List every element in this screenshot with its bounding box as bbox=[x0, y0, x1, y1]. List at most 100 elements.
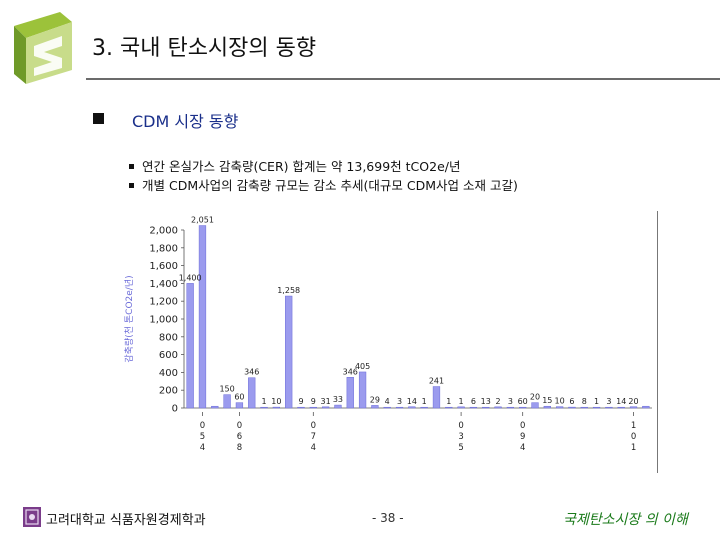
bar bbox=[371, 405, 379, 409]
data-label: 1 bbox=[594, 397, 599, 406]
bar bbox=[482, 406, 490, 409]
data-label: 20 bbox=[530, 393, 540, 402]
x-tick-label: 0 bbox=[237, 421, 242, 431]
data-label: 3 bbox=[606, 397, 611, 406]
x-tick-label: 4 bbox=[311, 443, 316, 453]
bar bbox=[408, 406, 416, 409]
bar bbox=[555, 406, 564, 409]
x-tick-label: 6 bbox=[237, 432, 242, 442]
y-tick-label: 1,400 bbox=[149, 279, 178, 290]
data-label: 15 bbox=[542, 396, 552, 405]
data-label: 1 bbox=[446, 397, 451, 406]
bar bbox=[346, 377, 354, 409]
x-tick-label: 0 bbox=[458, 421, 463, 431]
bullet-dot bbox=[129, 164, 134, 169]
data-label: 150 bbox=[219, 385, 234, 394]
bullet-item: 연간 온실가스 감축량(CER) 합계는 약 13,699천 tCO2e/년 bbox=[129, 156, 460, 175]
bar bbox=[272, 406, 281, 409]
data-label: 29 bbox=[370, 395, 380, 404]
data-label: 31 bbox=[321, 397, 331, 406]
bar bbox=[334, 404, 342, 409]
bar bbox=[506, 406, 515, 409]
x-tick-label: 0 bbox=[311, 421, 316, 431]
y-tick-label: 1,600 bbox=[149, 261, 178, 272]
bullet-text: 개별 CDM사업의 감축량 규모는 감소 추세(대규모 CDM사업 소재 고갈) bbox=[142, 178, 518, 193]
x-tick-label: 4 bbox=[200, 443, 205, 453]
data-label: 346 bbox=[244, 368, 259, 377]
bar bbox=[186, 283, 194, 409]
bar bbox=[395, 406, 404, 409]
data-label: 60 bbox=[234, 393, 244, 402]
bar bbox=[494, 406, 502, 409]
bullet-item: 개별 CDM사업의 감축량 규모는 감소 추세(대규모 CDM사업 소재 고갈) bbox=[129, 175, 518, 194]
data-label: 405 bbox=[355, 362, 370, 371]
data-label: 20 bbox=[628, 397, 638, 406]
data-label: 13 bbox=[481, 397, 491, 406]
y-tick-label: 2,000 bbox=[149, 226, 178, 237]
bar-chart: 감축량(천 톤CO2e/년) 02004006008001,0001,2001,… bbox=[123, 216, 652, 453]
bullet-dot bbox=[129, 183, 134, 188]
bar bbox=[223, 394, 231, 409]
x-tick-label: 4 bbox=[520, 443, 525, 453]
x-tick-label: 3 bbox=[458, 432, 463, 442]
y-tick-label: 200 bbox=[159, 386, 178, 397]
bar bbox=[309, 406, 317, 409]
y-tick-label: 800 bbox=[159, 332, 178, 343]
bar bbox=[432, 386, 441, 409]
bar bbox=[580, 406, 588, 409]
data-label: 8 bbox=[582, 397, 587, 406]
bar bbox=[445, 406, 453, 409]
data-label: 33 bbox=[333, 395, 343, 404]
data-label: 1,400 bbox=[179, 273, 202, 282]
bar bbox=[358, 371, 367, 409]
data-label: 1 bbox=[459, 397, 464, 406]
footer-emblem-icon bbox=[23, 507, 41, 527]
bar bbox=[198, 225, 207, 409]
section-bullet bbox=[93, 113, 104, 124]
data-label: 4 bbox=[385, 397, 390, 406]
bar bbox=[519, 406, 527, 409]
x-tick-label: 9 bbox=[520, 432, 525, 442]
data-label: 60 bbox=[518, 397, 528, 406]
x-tick-label: 1 bbox=[631, 443, 636, 453]
data-label: 1 bbox=[422, 397, 427, 406]
bar bbox=[629, 406, 638, 409]
bar bbox=[248, 377, 256, 409]
bar bbox=[568, 406, 576, 409]
x-tick-label: 7 bbox=[311, 432, 316, 442]
x-tick-label: 1 bbox=[631, 421, 636, 431]
footer-department: 고려대학교 식품자원경제학과 bbox=[46, 513, 206, 528]
bars-group bbox=[186, 225, 650, 409]
data-label: 6 bbox=[569, 397, 574, 406]
data-label: 14 bbox=[407, 397, 417, 406]
bar bbox=[457, 406, 465, 409]
chart-container: 감축량(천 톤CO2e/년) 0 200 400 600 800 1,000 1,200 1,… bbox=[86, 211, 658, 473]
data-label: 346 bbox=[343, 367, 358, 376]
bullet-text: 연간 온실가스 감축량(CER) 합계는 약 13,699천 tCO2e/년 bbox=[142, 159, 461, 174]
y-tick-label: 1,000 bbox=[149, 315, 178, 326]
slide-title: 3. 국내 탄소시장의 동향 bbox=[92, 36, 317, 61]
x-tick-label: 8 bbox=[237, 443, 242, 453]
data-label: 9 bbox=[311, 397, 316, 406]
bar bbox=[383, 406, 391, 409]
bar bbox=[543, 405, 551, 409]
bar bbox=[420, 406, 428, 409]
x-tick-label: 0 bbox=[631, 432, 636, 442]
data-label: 2,051 bbox=[191, 216, 214, 225]
data-label: 14 bbox=[616, 397, 626, 406]
footer-course-title: 국제탄소시장 의 이해 bbox=[563, 512, 688, 528]
data-label: 3 bbox=[508, 397, 513, 406]
y-axis-title: 감축량(천 톤CO2e/년) bbox=[123, 275, 135, 362]
page-number: - 38 - bbox=[372, 511, 404, 525]
y-tick-label: 400 bbox=[159, 368, 178, 379]
bar bbox=[211, 405, 219, 409]
data-label: 3 bbox=[397, 397, 402, 406]
bar bbox=[235, 402, 244, 409]
bar bbox=[297, 406, 305, 409]
y-tick-label: 0 bbox=[172, 404, 178, 415]
bar bbox=[285, 295, 293, 409]
bar bbox=[605, 406, 613, 409]
bar bbox=[617, 406, 625, 409]
